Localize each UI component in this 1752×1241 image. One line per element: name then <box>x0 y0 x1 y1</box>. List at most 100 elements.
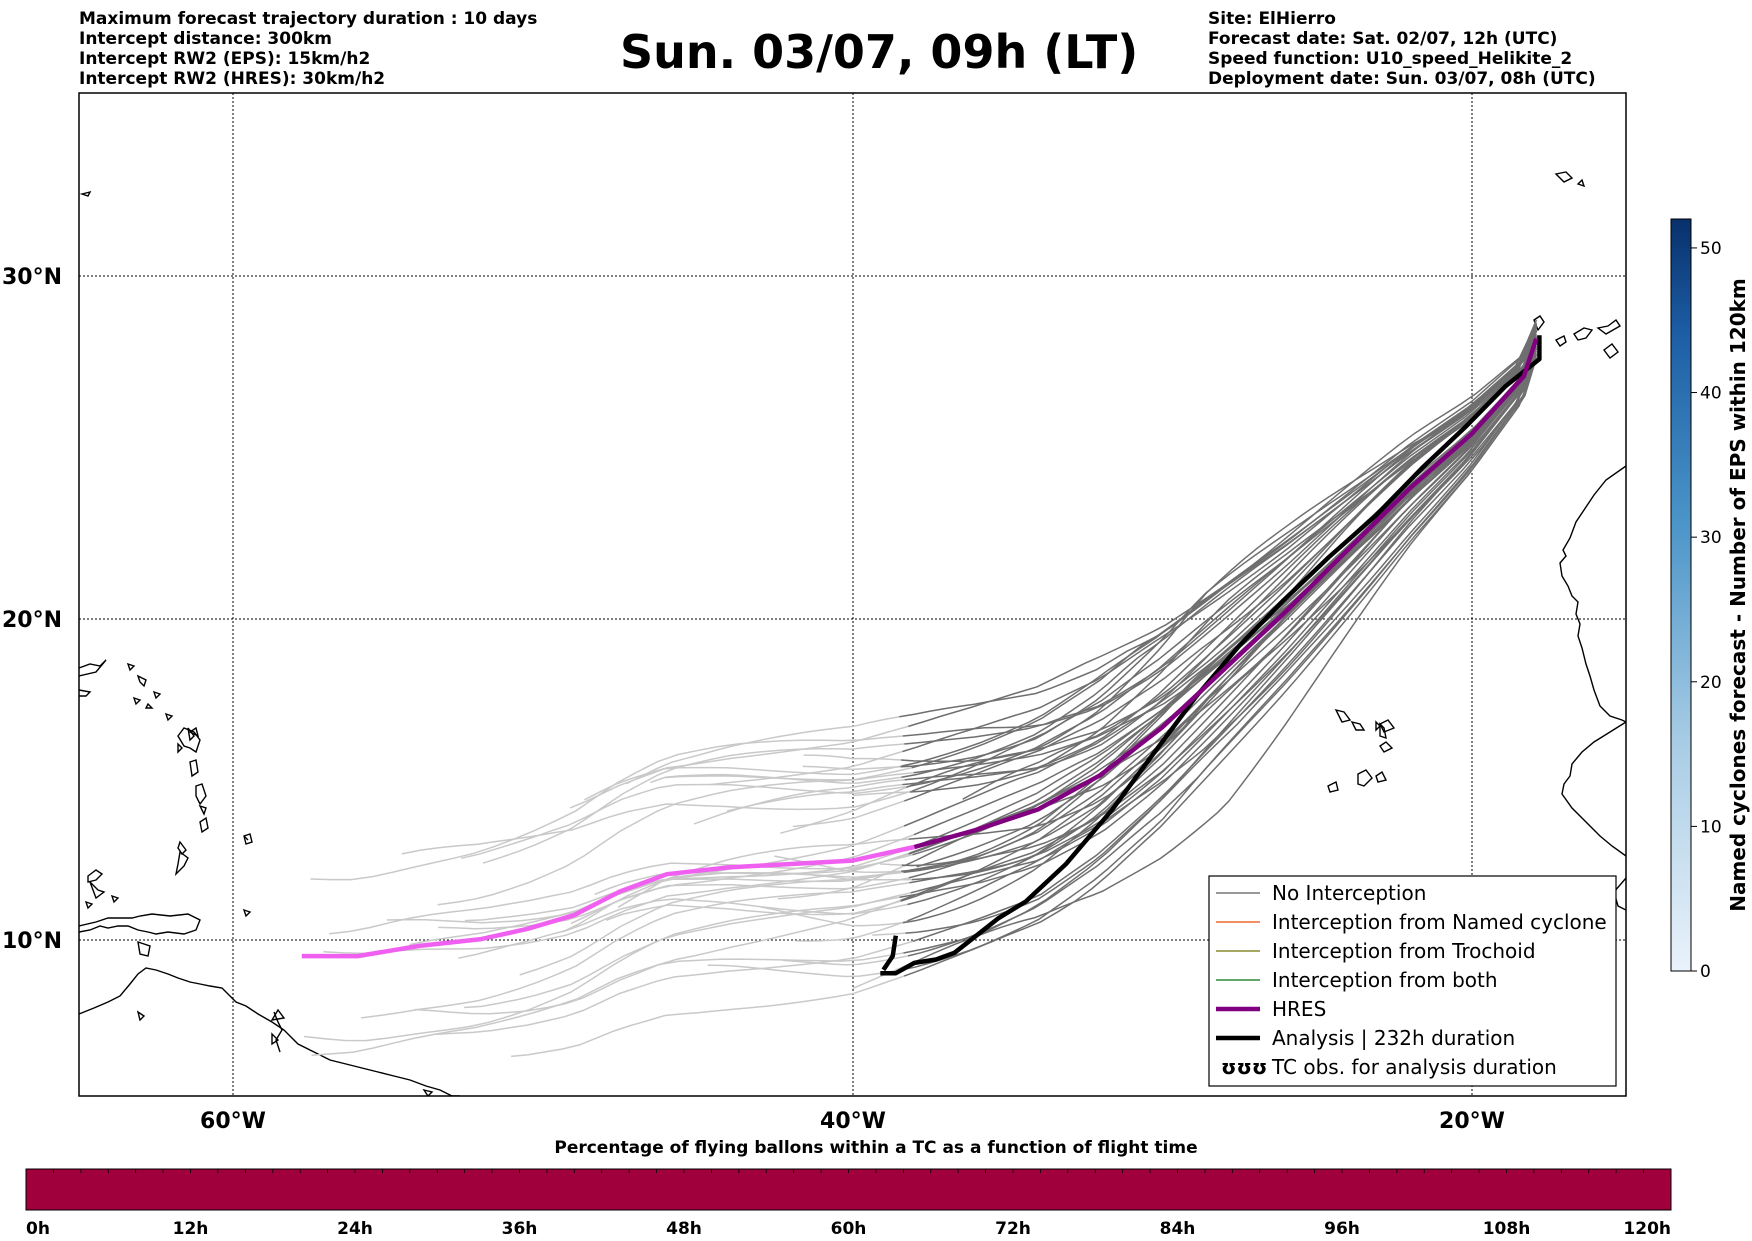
island-caribbean <box>87 869 104 883</box>
header-left-line: Intercept RW2 (HRES): 30km/h2 <box>79 69 386 89</box>
island-madeira <box>1576 178 1586 188</box>
eps-trajectory <box>908 339 1538 840</box>
eps-trajectory <box>693 778 905 825</box>
eps-trajectory <box>909 357 1538 965</box>
eps-trajectory <box>908 326 1537 788</box>
eps-trajectory <box>853 791 911 797</box>
legend-label: HRES <box>1272 997 1326 1021</box>
header-left-line: Maximum forecast trajectory duration : 1… <box>79 9 538 29</box>
eps-trajectory <box>908 320 1537 728</box>
colorbar-tick-label: 48h <box>666 1219 702 1239</box>
colorbar-tick-label: 40 <box>1700 384 1722 404</box>
eps-trajectory <box>401 790 913 855</box>
island-caribbean <box>79 659 107 677</box>
eps-trajectory <box>900 348 1537 902</box>
eps-trajectory <box>780 786 907 834</box>
island-caribbean <box>195 783 207 806</box>
legend-label: Interception from Named cyclone <box>1272 910 1607 934</box>
island-caribbean <box>126 662 136 672</box>
lon-label: 20°W <box>1439 1109 1505 1134</box>
island-caribbean <box>177 742 183 754</box>
island-caribbean <box>110 894 120 904</box>
eps-trajectory <box>899 348 1537 898</box>
island-caribbean <box>89 881 106 900</box>
colorbar-tick-label: 30 <box>1700 528 1722 548</box>
eps-trajectory <box>519 869 910 976</box>
eps-trajectory <box>903 341 1537 874</box>
island-caribbean <box>271 1032 280 1046</box>
lat-label: 30°N <box>2 265 62 290</box>
eps-trajectories-late <box>899 319 1538 977</box>
island-capeverde <box>1350 720 1366 731</box>
eps-trajectory <box>906 331 1538 789</box>
island-capeverde <box>1327 780 1339 793</box>
island-caribbean <box>177 727 201 754</box>
eps-trajectory <box>904 330 1538 802</box>
legend-label: No Interception <box>1272 881 1426 905</box>
header-right: Site: ElHierro Forecast date: Sat. 02/07… <box>1208 9 1596 89</box>
colorbar-tick-label: 96h <box>1324 1219 1360 1239</box>
island-caribbean <box>79 913 201 935</box>
legend-label: TC obs. for analysis duration <box>1271 1055 1557 1079</box>
island-caribbean <box>243 835 249 841</box>
eps-trajectory <box>584 765 902 801</box>
island-caribbean <box>132 696 142 706</box>
eps-trajectory <box>903 358 1538 977</box>
colorbar-tick-label: 50 <box>1700 239 1722 259</box>
island-caribbean <box>242 908 252 918</box>
colorbar-tick-label: 84h <box>1160 1219 1196 1239</box>
island-caribbean <box>243 833 253 845</box>
lon-label: 60°W <box>200 1109 266 1134</box>
island-canary <box>1573 327 1594 341</box>
eps-trajectory <box>311 952 904 1057</box>
header-right-line: Forecast date: Sat. 02/07, 12h (UTC) <box>1208 29 1558 49</box>
eps-trajectory <box>437 772 914 906</box>
eps-trajectory <box>361 881 910 1019</box>
header-left-line: Intercept distance: 300km <box>79 29 332 49</box>
island-caribbean <box>79 190 92 197</box>
island-caribbean <box>198 804 207 816</box>
eps-trajectory <box>310 735 903 881</box>
colorbar-cyclones: 0 10 20 30 40 50 Named cyclones forecast - Nu… <box>1670 218 1750 982</box>
analysis-trajectory-start <box>881 935 899 972</box>
colorbar-tick-label: 24h <box>337 1219 373 1239</box>
lat-label: 20°N <box>2 608 62 633</box>
island-canary <box>1603 343 1619 359</box>
island-madeira <box>1554 171 1574 183</box>
gridlines <box>79 93 1626 1096</box>
lat-label: 10°N <box>2 929 62 954</box>
coastline-africa-south <box>1561 721 1626 857</box>
legend: No Interception Interception from Named c… <box>1208 875 1617 1087</box>
island-caribbean <box>188 726 200 738</box>
island-caribbean <box>174 850 189 877</box>
eps-trajectory <box>463 892 911 1009</box>
legend-symbol: ʊʊʊ <box>1221 1055 1267 1079</box>
colorbar-flight-time: 0h 12h 24h 36h 48h 60h 72h 84h 96h 108h 120h <box>25 1168 1672 1239</box>
colorbar-tick-label: 36h <box>502 1219 538 1239</box>
lon-label: 40°W <box>820 1109 886 1134</box>
eps-trajectory <box>511 975 905 1058</box>
island-caribbean <box>144 702 154 709</box>
legend-label: Interception from Trochoid <box>1272 939 1536 963</box>
island-caribbean <box>152 690 162 700</box>
eps-trajectory <box>803 754 914 762</box>
eps-trajectory <box>901 325 1537 778</box>
eps-trajectory <box>460 783 910 860</box>
island-caribbean <box>164 712 174 722</box>
eps-trajectory <box>782 955 909 966</box>
eps-trajectory <box>464 846 912 922</box>
island-canary <box>1596 318 1621 335</box>
island-canary <box>1533 315 1545 332</box>
coastline-africa <box>1559 465 1626 723</box>
island-capeverde <box>1379 741 1394 753</box>
eps-trajectory <box>903 340 1538 867</box>
island-caribbean <box>137 940 151 957</box>
island-caribbean <box>199 816 209 834</box>
eps-trajectory <box>872 932 906 936</box>
colorbar-tick-label: 60h <box>831 1219 867 1239</box>
legend-label: Interception from both <box>1272 968 1498 992</box>
colorbar-tick-label: 0h <box>26 1219 50 1239</box>
colorbar-tick-label: 20 <box>1700 673 1722 693</box>
header-right-line: Site: ElHierro <box>1208 9 1336 29</box>
